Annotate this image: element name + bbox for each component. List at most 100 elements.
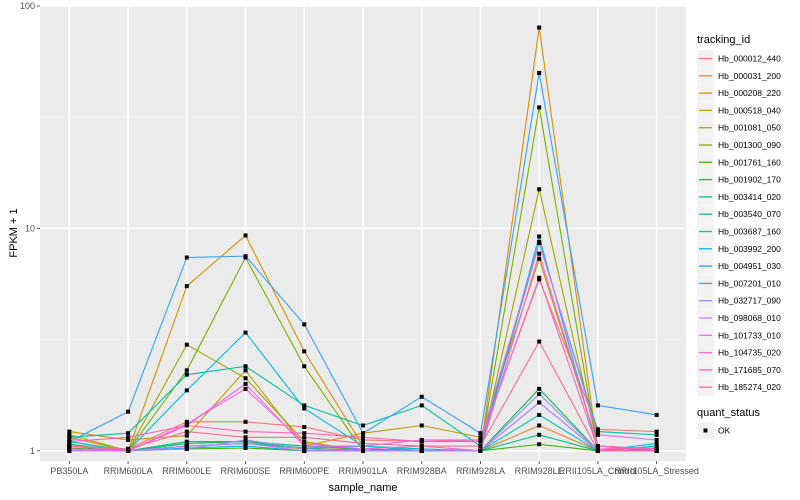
data-point xyxy=(243,435,248,440)
x-tick-label: PB350LA xyxy=(50,466,88,476)
data-point xyxy=(243,233,248,238)
data-point xyxy=(478,431,483,436)
legend-label: Hb_003992_200 xyxy=(718,244,781,254)
legend-label: Hb_104735_020 xyxy=(718,348,781,358)
data-point xyxy=(67,432,72,437)
data-point xyxy=(126,409,131,414)
x-tick-label: RRII105LA_Stressed xyxy=(614,466,699,476)
data-point xyxy=(419,439,424,444)
data-point xyxy=(302,349,307,354)
data-point xyxy=(478,444,483,449)
data-point xyxy=(654,437,659,442)
legend: tracking_id Hb_000012_440Hb_000031_200Hb… xyxy=(697,34,781,439)
data-point xyxy=(537,234,542,239)
data-point xyxy=(67,429,72,434)
data-point xyxy=(537,339,542,344)
data-point xyxy=(537,423,542,428)
data-point xyxy=(595,429,600,434)
legend-label: Hb_000208_220 xyxy=(718,88,781,98)
data-point xyxy=(419,423,424,428)
legend-label: Hb_185274_020 xyxy=(718,382,781,392)
data-point xyxy=(419,444,424,449)
legend-color-title: tracking_id xyxy=(697,34,750,46)
legend-label: Hb_101733_010 xyxy=(718,330,781,340)
legend-label: Hb_032717_090 xyxy=(718,296,781,306)
data-point xyxy=(537,432,542,437)
legend-label: Hb_003540_070 xyxy=(718,209,781,219)
legend-shape-title: quant_status xyxy=(697,407,760,419)
data-point xyxy=(478,448,483,453)
data-point xyxy=(243,386,248,391)
data-point xyxy=(302,406,307,411)
data-point xyxy=(184,419,189,424)
data-point xyxy=(654,429,659,434)
data-point xyxy=(67,444,72,449)
data-point xyxy=(67,439,72,444)
x-tick-label: RRIM928LA xyxy=(456,466,505,476)
x-axis-title: sample_name xyxy=(328,482,397,494)
x-tick-label: RRIM928LE xyxy=(515,466,564,476)
data-point xyxy=(537,442,542,447)
legend-label: Hb_000518_040 xyxy=(718,105,781,115)
data-point xyxy=(126,446,131,451)
x-tick-label: RRII105LA_Control xyxy=(559,466,637,476)
x-tick-label: RRIM600LA xyxy=(104,466,153,476)
data-point xyxy=(361,431,365,436)
data-point xyxy=(243,429,248,434)
legend-label: Hb_001300_090 xyxy=(718,140,781,150)
data-point xyxy=(537,105,542,110)
data-point xyxy=(419,403,424,408)
data-point xyxy=(595,448,600,453)
data-point xyxy=(184,423,189,428)
data-point xyxy=(595,432,600,437)
data-point xyxy=(302,403,307,408)
legend-label: Hb_098068_010 xyxy=(718,313,781,323)
data-point xyxy=(243,419,248,424)
data-point xyxy=(184,342,189,347)
data-point xyxy=(243,364,248,369)
legend-label: Hb_003414_020 xyxy=(718,192,781,202)
x-axis: PB350LA RRIM600LA RRIM600LE RRIM600SE RRIM60… xyxy=(50,461,699,476)
data-point xyxy=(302,444,307,449)
x-tick-label: RRIM600PE xyxy=(279,466,329,476)
legend-label: Hb_001761_160 xyxy=(718,157,781,167)
x-tick-label: RRIM901LA xyxy=(338,466,387,476)
data-point xyxy=(537,256,542,261)
data-point xyxy=(302,322,307,327)
data-point xyxy=(302,441,307,446)
data-point xyxy=(654,441,659,446)
data-point xyxy=(243,441,248,446)
data-point xyxy=(184,439,189,444)
data-point xyxy=(595,427,600,432)
x-tick-label: RRIM928BA xyxy=(397,466,447,476)
data-point xyxy=(302,448,307,453)
data-point xyxy=(243,437,248,442)
x-tick-label: RRIM600SE xyxy=(221,466,271,476)
data-point xyxy=(67,435,72,440)
data-point xyxy=(419,394,424,399)
legend-label: Hb_003687_160 xyxy=(718,227,781,237)
data-point xyxy=(537,386,542,391)
data-point xyxy=(537,187,542,192)
data-point xyxy=(361,441,365,446)
data-point xyxy=(361,446,365,451)
data-point xyxy=(361,423,365,428)
data-point xyxy=(537,70,542,75)
data-point xyxy=(243,444,248,449)
data-point xyxy=(184,446,189,451)
data-point xyxy=(419,448,424,453)
data-point xyxy=(302,364,307,369)
data-point xyxy=(184,433,189,438)
data-point xyxy=(361,444,365,449)
data-point xyxy=(537,392,542,397)
legend-color-items: Hb_000012_440 Hb_000031_200 Hb_000208_220 H… xyxy=(697,50,781,396)
data-point xyxy=(243,330,248,335)
y-axis: 1 10 100 xyxy=(20,1,40,456)
data-point xyxy=(184,388,189,393)
data-point xyxy=(126,437,131,442)
data-point xyxy=(67,446,72,451)
legend-key-point xyxy=(703,428,708,433)
data-point xyxy=(537,239,542,244)
data-point xyxy=(184,284,189,289)
